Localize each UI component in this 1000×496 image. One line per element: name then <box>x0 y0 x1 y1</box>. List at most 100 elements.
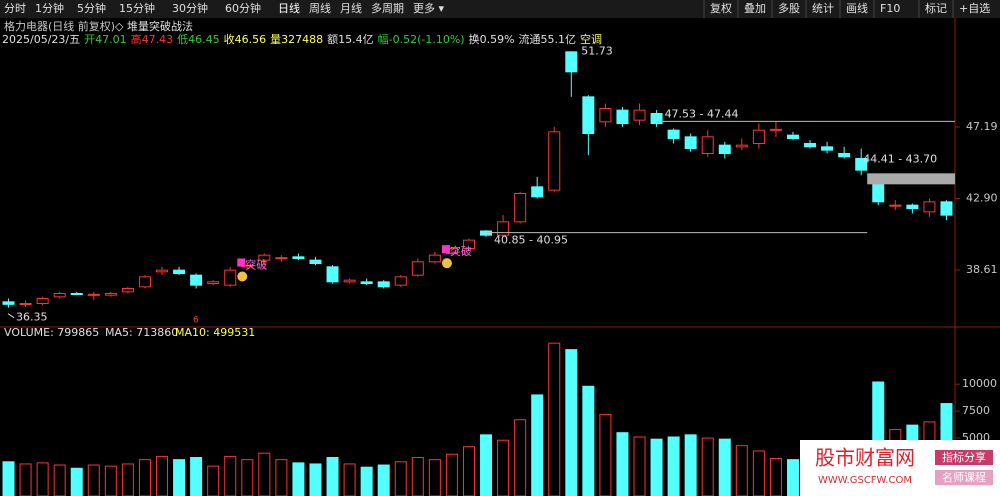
candle-body <box>889 204 902 207</box>
volume-bar <box>53 464 66 496</box>
watermark-name: 股市财富网 <box>815 446 915 470</box>
volume-bar <box>275 459 288 496</box>
low-arrow <box>7 313 15 319</box>
candle-body <box>531 186 544 198</box>
volume-bar <box>667 436 680 496</box>
candle-body <box>190 274 203 286</box>
info-item: 换0.59% <box>469 32 515 46</box>
candle-body <box>684 136 697 149</box>
toolbar-item[interactable]: 统计 <box>812 2 834 15</box>
toolbar-item[interactable]: 15分钟 <box>119 1 155 15</box>
toolbar-item[interactable]: 60分钟 <box>225 1 261 15</box>
toolbar-item[interactable]: 周线 <box>309 1 331 15</box>
volume-bar <box>769 458 782 496</box>
signal-flag <box>441 245 450 254</box>
volume-bar <box>121 463 134 496</box>
volume-bar <box>156 455 169 496</box>
candle-body <box>821 146 834 151</box>
candle-body <box>786 134 799 140</box>
volume-bar <box>548 342 561 496</box>
info-item: 低46.45 <box>177 33 220 46</box>
toolbar-item[interactable]: 标记 <box>925 1 947 15</box>
candle-body <box>514 193 527 223</box>
toolbar-item[interactable]: 月线 <box>340 1 362 15</box>
watermark-tag: 指标分享 <box>942 450 986 464</box>
toolbar-item[interactable]: F10 <box>880 2 900 15</box>
volume-bar <box>326 456 339 496</box>
candle-body <box>872 183 885 203</box>
info-item: 流通55.1亿 <box>519 32 577 46</box>
signal-icon <box>441 258 452 269</box>
level-label: 47.53 - 47.44 <box>665 107 739 120</box>
candle-body <box>309 259 322 264</box>
toolbar-item[interactable]: 多周期 <box>371 1 404 15</box>
candle-body <box>906 204 919 210</box>
high-label: 51.73 <box>581 44 613 57</box>
candle-body <box>735 144 748 148</box>
watermark-tag: 名师课程 <box>942 470 986 484</box>
volume-bar <box>718 438 731 496</box>
candle-body <box>462 239 475 250</box>
volume-bar <box>224 455 237 496</box>
candle-body <box>752 129 765 145</box>
candle-body <box>121 288 134 293</box>
toolbar-item[interactable]: 1分钟 <box>35 1 64 15</box>
candle-body <box>718 144 731 155</box>
info-item: 2025/05/23/五 <box>2 33 80 46</box>
volume-bar <box>701 437 714 496</box>
level-box <box>867 173 955 185</box>
toolbar-item[interactable]: +自选 <box>959 2 990 15</box>
candle-body <box>616 109 629 124</box>
info-item: 高47.43 <box>131 32 174 46</box>
volume-bar <box>497 439 510 496</box>
candle-body <box>838 153 851 158</box>
volume-bar <box>514 419 527 496</box>
info-item: 开47.01 <box>84 33 127 46</box>
volume-bar <box>36 462 49 496</box>
stock-title: 格力电器(日线 前复权) <box>4 19 115 33</box>
candle-body <box>36 298 49 304</box>
volume-bar <box>70 467 83 496</box>
candle-body <box>326 266 339 283</box>
candle-body <box>394 276 407 286</box>
volume-bar <box>258 452 271 496</box>
volume-bar <box>735 445 748 496</box>
volume-bar <box>428 459 441 496</box>
signal-flag <box>237 258 246 267</box>
candle-body <box>769 128 782 131</box>
y-tick-label: 7500 <box>962 404 990 417</box>
toolbar-item[interactable]: 5分钟 <box>77 1 106 15</box>
toolbar-item[interactable]: 分时 <box>4 2 26 15</box>
toolbar-item[interactable]: 叠加 <box>744 2 766 15</box>
volume-bar <box>582 385 595 496</box>
signal-label: 突破 <box>450 244 472 258</box>
toolbar-item[interactable]: 复权 <box>710 1 732 15</box>
info-item: 量327488 <box>270 33 323 46</box>
volume-bar <box>309 463 322 496</box>
signal-icon <box>237 271 248 282</box>
volume-bar <box>599 413 612 496</box>
volume-title: VOLUME: 799865 <box>4 326 99 339</box>
candle-body <box>138 276 151 288</box>
volume-bar <box>480 434 493 496</box>
candle-body <box>855 158 868 171</box>
candle-body <box>207 281 220 285</box>
candle-body <box>224 269 237 286</box>
volume-bar <box>684 434 697 496</box>
toolbar-item[interactable]: 30分钟 <box>172 1 208 15</box>
toolbar-item[interactable]: 更多 ▾ <box>413 1 444 15</box>
volume-bar <box>173 459 186 496</box>
candle-body <box>104 293 117 296</box>
level-label: 44.41 - 43.70 <box>863 152 937 165</box>
toolbar-item[interactable]: 日线 <box>278 1 300 15</box>
info-item: 幅-0.52(-1.10%) <box>378 33 465 46</box>
volume-bar <box>241 459 254 496</box>
volume-bar <box>104 465 117 496</box>
candle-body <box>428 254 441 263</box>
low-label: 36.35 <box>16 311 48 324</box>
toolbar-item[interactable]: 多股 <box>778 1 800 15</box>
toolbar-item[interactable]: 画线 <box>846 1 868 15</box>
volume-bar <box>462 446 475 496</box>
candle-body <box>173 269 186 274</box>
